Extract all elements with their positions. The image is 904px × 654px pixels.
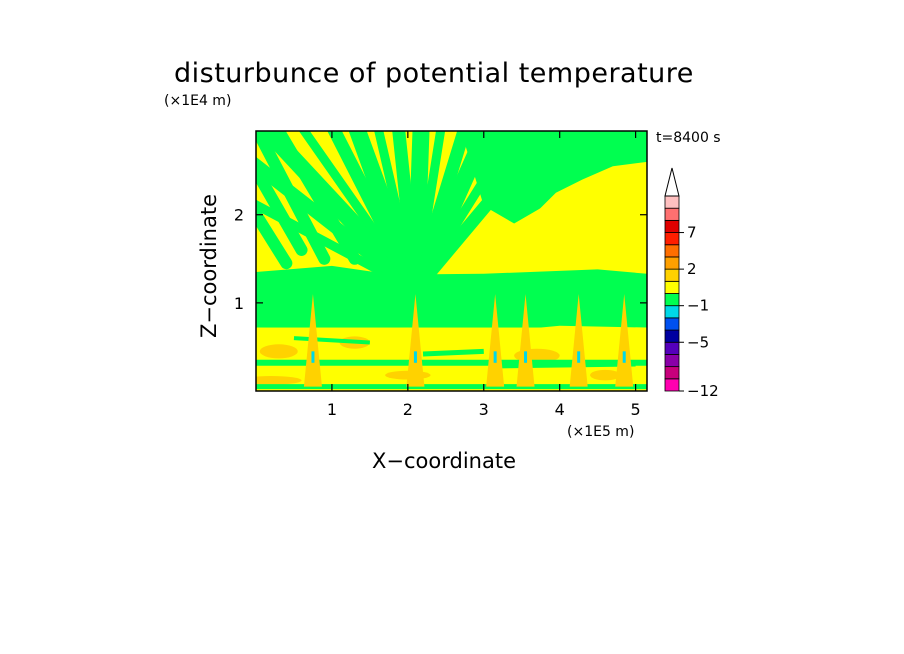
x-tick-label: 4 bbox=[555, 400, 565, 419]
x-tick-label: 2 bbox=[403, 400, 413, 419]
lower-green-streak bbox=[293, 336, 370, 345]
x-tick-label: 1 bbox=[327, 400, 337, 419]
colorbar-swatch bbox=[664, 317, 680, 331]
left-wave-band bbox=[256, 208, 293, 270]
colorbar-label: −12 bbox=[687, 382, 719, 400]
orange-blotch bbox=[256, 376, 302, 385]
colorbar-swatch bbox=[664, 207, 680, 221]
plume-spike bbox=[615, 294, 634, 387]
y-axis-title: Z−coordinate bbox=[197, 194, 221, 338]
x-axis-title: X−coordinate bbox=[372, 449, 516, 473]
fan-wave-band bbox=[256, 199, 420, 295]
colorbar-swatch bbox=[664, 256, 680, 270]
colorbar-swatch bbox=[664, 244, 680, 258]
plume-spike bbox=[486, 294, 505, 387]
upper-right-green bbox=[460, 131, 647, 224]
fan-wave-band bbox=[374, 131, 420, 295]
x-tick-label: 3 bbox=[479, 400, 489, 419]
heatmap-field bbox=[256, 131, 647, 391]
colorbar-swatch bbox=[664, 195, 680, 209]
colorbar-swatch bbox=[664, 280, 680, 294]
colorbar-label: −1 bbox=[687, 297, 709, 315]
x-tick-label: 5 bbox=[631, 400, 641, 419]
colorbar-swatch bbox=[664, 219, 680, 233]
orange-blotch bbox=[259, 344, 298, 359]
fan-wave-band bbox=[406, 131, 430, 299]
colorbar-swatch bbox=[664, 341, 680, 355]
mid-green-band bbox=[256, 265, 647, 333]
colorbar-swatch bbox=[664, 232, 680, 246]
plume-spike bbox=[406, 294, 425, 387]
chart-title: disturbunce of potential temperature bbox=[174, 58, 694, 89]
plume-spike bbox=[516, 294, 535, 387]
plume-spike bbox=[569, 294, 588, 387]
fan-wave-band bbox=[348, 131, 424, 299]
y-axis-multiplier: (×1E4 m) bbox=[164, 93, 232, 109]
colorbar-label: 7 bbox=[687, 224, 697, 242]
left-wave-band bbox=[272, 131, 361, 265]
colorbar-extend-arrow bbox=[664, 167, 680, 197]
fan-wave-band bbox=[410, 131, 446, 295]
colorbar-swatch bbox=[664, 354, 680, 368]
colorbar-swatch bbox=[664, 366, 680, 380]
plume-spike bbox=[303, 294, 322, 387]
colorbar-swatch bbox=[664, 305, 680, 319]
colorbar-label: 2 bbox=[687, 260, 697, 278]
y-tick-label: 2 bbox=[234, 206, 244, 225]
upper-right-yellow bbox=[491, 161, 647, 275]
y-tick-label: 1 bbox=[234, 294, 244, 313]
colorbar-swatch bbox=[664, 293, 680, 307]
left-wave-band bbox=[256, 131, 331, 265]
lower-green-streak bbox=[422, 348, 484, 357]
colorbar-swatch bbox=[664, 268, 680, 282]
left-wave-band bbox=[256, 164, 308, 256]
time-label: t=8400 s bbox=[656, 130, 721, 146]
colorbar-swatch bbox=[664, 329, 680, 343]
plot-frame bbox=[255, 130, 648, 392]
colorbar-label: −5 bbox=[687, 333, 709, 351]
fan-wave-band bbox=[298, 131, 420, 295]
orange-blotch bbox=[590, 369, 621, 381]
x-axis-multiplier: (×1E5 m) bbox=[567, 424, 635, 440]
colorbar-swatch bbox=[664, 378, 680, 392]
